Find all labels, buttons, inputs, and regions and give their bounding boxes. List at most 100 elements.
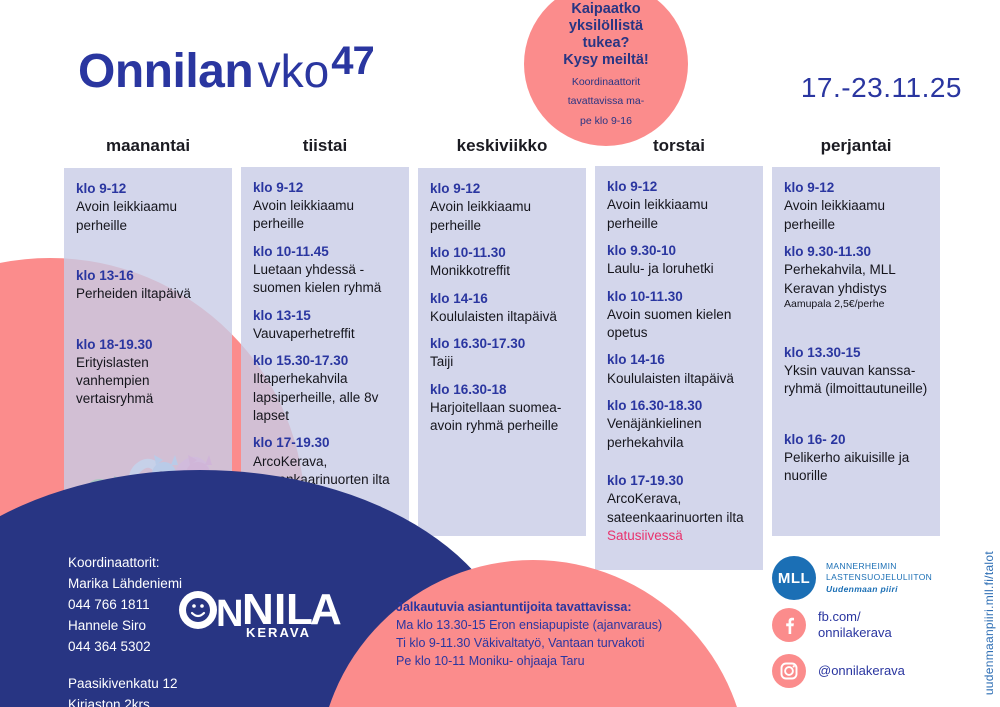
event-desc: Koululaisten iltapäivä	[430, 308, 557, 324]
experts-line-2: Ti klo 9-11.30 Väkivaltatyö, Vantaan tur…	[396, 636, 645, 651]
event-item: klo 16.30-17.30 Taiji	[430, 335, 574, 372]
coordinator-phone-1[interactable]: 044 766 1811	[68, 597, 150, 613]
event-item: klo 9-12 Avoin leikkiaamu perheille	[430, 180, 574, 235]
event-time: klo 13-16	[76, 267, 134, 283]
coordinator-phone-2[interactable]: 044 364 5302	[68, 639, 151, 655]
facebook-icon	[772, 608, 806, 642]
event-time: klo 14-16	[607, 352, 665, 368]
mll-logo-mark: MLL	[772, 556, 816, 600]
badge-line-4: Kysy meiltä!	[563, 51, 649, 68]
mll-line-3: Uudenmaan piiri	[826, 583, 898, 594]
event-desc: Vauvaperhetreffit	[253, 325, 355, 341]
svg-text:A: A	[310, 585, 342, 634]
day-column-keskiviikko: keskiviikko klo 9-12 Avoin leikkiaamu pe…	[418, 136, 586, 536]
event-time: klo 9.30-11.30	[784, 244, 872, 260]
event-desc: Koululaisten iltapäivä	[607, 370, 734, 386]
instagram-label: @onnilakerava	[818, 662, 905, 678]
event-desc: Avoin leikkiaamu perheille	[430, 199, 532, 233]
event-item: klo 9-12 Avoin leikkiaamu perheille	[607, 178, 751, 233]
title-bold: Onnilan	[78, 45, 254, 98]
day-header-tiistai: tiistai	[302, 136, 348, 155]
badge-line-1: Kaipaatko	[571, 0, 641, 17]
badge-line-2: yksilöllistä	[568, 17, 644, 34]
mll-logo-text: MANNERHEIMIN LASTENSUOJELULIITON Uudenma…	[826, 561, 932, 595]
event-item: klo 13-16 Perheiden iltapäivä	[76, 267, 220, 304]
svg-text:L: L	[286, 585, 313, 634]
day-events-keskiviikko: klo 9-12 Avoin leikkiaamu perheille klo …	[418, 168, 586, 536]
event-desc: Erityislasten vanhempien vertaisryhmä	[76, 354, 154, 407]
event-time: klo 10-11.45	[253, 243, 329, 259]
week-number: 47	[331, 39, 374, 83]
event-item: klo 16.30-18.30 Venäjänkielinen perhekah…	[607, 397, 751, 452]
event-time: klo 9-12	[784, 180, 835, 196]
experts-heading: Jalkautuvia asiantuntijoita tavattavissa…	[396, 600, 632, 614]
event-item: klo 10-11.30 Avoin suomen kielen opetus	[607, 288, 751, 343]
facebook-label-l2: onnilakerava	[818, 625, 892, 640]
event-desc: Taiji	[430, 354, 454, 370]
visiting-experts-block: Jalkautuvia asiantuntijoita tavattavissa…	[396, 598, 726, 671]
badge-sub-2: tavattavissa ma-	[567, 95, 645, 108]
mll-line-1: MANNERHEIMIN	[826, 561, 897, 572]
badge-sub-1: Koordinaattorit	[571, 75, 641, 88]
event-desc: Perheiden iltapäivä	[76, 286, 191, 302]
event-note: Aamupala 2,5€/perhe	[784, 298, 885, 311]
event-desc: Avoin leikkiaamu perheille	[76, 199, 178, 233]
event-desc: Luetaan yhdessä - suomen kielen ryhmä	[253, 261, 382, 296]
event-item: klo 14-16 Koululaisten iltapäivä	[607, 351, 751, 388]
event-desc: Pelikerho aikuisille ja nuorille	[784, 449, 910, 484]
address-line-1: Paasikivenkatu 12	[68, 676, 178, 692]
day-events-torstai: klo 9-12 Avoin leikkiaamu perheille klo …	[595, 166, 763, 571]
event-desc: Perhekahvila, MLL Keravan yhdistys	[784, 262, 896, 296]
coordinator-contact-block: Koordinaattorit: Marika Lähdeniemi 044 7…	[68, 552, 182, 707]
experts-line-1: Ma klo 13.30-15 Eron ensiapupiste (ajanv…	[396, 618, 663, 633]
event-item: klo 10-11.45 Luetaan yhdessä - suomen ki…	[253, 243, 397, 298]
event-item: klo 14-16 Koululaisten iltapäivä	[430, 290, 574, 327]
instagram-icon	[772, 654, 806, 688]
day-events-perjantai: klo 9-12 Avoin leikkiaamu perheille klo …	[772, 167, 940, 536]
facebook-link[interactable]: fb.com/ onnilakerava	[772, 608, 905, 642]
event-item: klo 9-12 Avoin leikkiaamu perheille	[76, 180, 220, 235]
event-desc: Avoin leikkiaamu perheille	[253, 197, 355, 232]
event-time: klo 13.30-15	[784, 344, 861, 360]
event-time: klo 14-16	[430, 290, 488, 306]
instagram-link[interactable]: @onnilakerava	[772, 654, 905, 688]
event-time: klo 16.30-17.30	[430, 336, 526, 352]
day-header-torstai: torstai	[653, 136, 705, 155]
support-badge: Kaipaatko yksilöllistä tukea? Kysy meilt…	[524, 0, 688, 146]
page-title: Onnilan vko47	[78, 39, 375, 99]
event-desc: Avoin suomen kielen opetus	[607, 306, 732, 341]
badge-line-3: tukea?	[582, 34, 630, 51]
event-item: klo 10-11.30 Monikkotreffit	[430, 244, 574, 281]
contact-title: Koordinaattorit:	[68, 555, 160, 570]
onnila-logo: N N I L A KERAVA	[176, 584, 356, 645]
title-light: vko	[257, 45, 330, 97]
experts-line-3: Pe klo 10-11 Moniku- ohjaaja Taru	[396, 654, 585, 669]
event-time: klo 16- 20	[784, 431, 846, 447]
coordinator-name-2: Hannele Siro	[68, 618, 147, 634]
event-item: klo 9-12 Avoin leikkiaamu perheille	[253, 179, 397, 234]
event-desc: Avoin leikkiaamu perheille	[784, 198, 886, 232]
event-time: klo 16.30-18	[430, 381, 507, 397]
event-time: klo 10-11.30	[607, 288, 683, 304]
event-item: klo 9-12 Avoin leikkiaamu perheille	[784, 179, 928, 234]
event-item: klo 9.30-10 Laulu- ja loruhetki	[607, 242, 751, 279]
day-events-tiistai: klo 9-12 Avoin leikkiaamu perheille klo …	[241, 166, 409, 536]
event-item: klo 17-19.30 ArcoKerava, sateenkaarinuor…	[607, 472, 751, 545]
event-item: klo 18-19.30 Erityislasten vanhempien ve…	[76, 336, 220, 409]
event-desc: Harjoitellaan suomea- avoin ryhmä perhei…	[430, 399, 562, 434]
event-time: klo 9-12	[430, 181, 481, 196]
event-time: klo 9-12	[253, 179, 304, 195]
event-desc: Monikkotreffit	[430, 263, 511, 279]
svg-text:I: I	[274, 585, 286, 634]
event-desc: Venäjänkielinen perhekahvila	[607, 416, 702, 450]
event-desc: Avoin leikkiaamu perheille	[607, 197, 709, 231]
onnila-logo-sub: KERAVA	[246, 625, 311, 640]
day-column-perjantai: perjantai klo 9-12 Avoin leikkiaamu perh…	[772, 136, 940, 536]
day-column-tiistai: tiistai klo 9-12 Avoin leikkiaamu perhei…	[241, 136, 409, 536]
event-item: klo 13.30-15 Yksin vauvan kanssa-ryhmä (…	[784, 344, 928, 399]
website-url[interactable]: uudenmaanpiiri.mll.fi/talot	[982, 550, 996, 695]
event-time: klo 17-19.30	[607, 472, 684, 488]
event-time: klo 10-11.30	[430, 244, 506, 260]
event-desc: Laulu- ja loruhetki	[607, 261, 714, 277]
event-desc: ArcoKerava, sateenkaarinuorten ilta	[607, 491, 744, 525]
